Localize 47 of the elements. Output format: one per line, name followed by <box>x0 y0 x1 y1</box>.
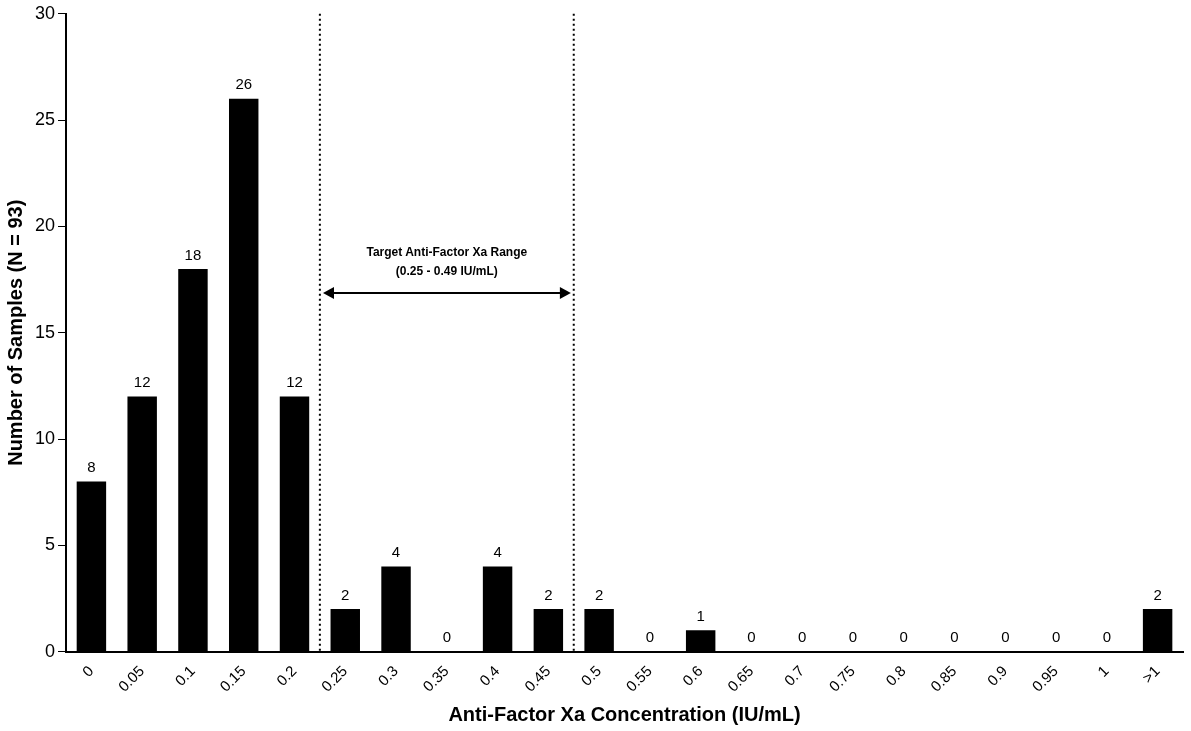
x-axis-title: Anti-Factor Xa Concentration (IU/mL) <box>448 702 801 725</box>
y-tick-label: 20 <box>34 215 56 236</box>
data-label: 26 <box>235 75 253 93</box>
data-label: 0 <box>1051 628 1061 646</box>
x-tick-label: 0.5 <box>577 662 605 689</box>
data-label: 0 <box>645 628 655 646</box>
data-label: 2 <box>1153 585 1162 603</box>
x-tick-label: 0.6 <box>678 662 706 689</box>
data-label: 0 <box>950 628 959 646</box>
data-label: 4 <box>493 543 502 561</box>
data-label: 0 <box>899 628 908 646</box>
y-tick-label: 0 <box>45 640 56 661</box>
y-axis-title: Number of Samples (N = 93) <box>3 199 26 466</box>
data-label: 0 <box>1001 628 1010 646</box>
data-label: 4 <box>391 543 401 561</box>
y-tick-label: 10 <box>34 427 56 448</box>
data-label: 1 <box>696 607 705 625</box>
y-tick-label: 15 <box>34 321 56 342</box>
x-tick-label: 0.25 <box>317 662 351 695</box>
x-tick-label: 0.3 <box>374 662 402 689</box>
data-label: 2 <box>594 585 604 603</box>
x-tick-label: 0.05 <box>114 662 148 695</box>
data-label: 0 <box>798 628 807 646</box>
data-label: 0 <box>747 628 756 646</box>
y-tick-label: 25 <box>34 109 56 130</box>
data-label: 2 <box>544 585 553 603</box>
x-tick-label: 0.4 <box>475 662 503 689</box>
x-tick-label: 1 <box>1093 662 1112 680</box>
data-label: 0 <box>1102 628 1112 646</box>
data-label: 8 <box>87 458 96 476</box>
data-label: 0 <box>848 628 858 646</box>
data-label: 12 <box>133 373 151 391</box>
x-tick-label: 0 <box>78 662 97 680</box>
data-label: 0 <box>442 628 451 646</box>
x-tick-label: 0.9 <box>983 662 1011 689</box>
x-tick-label: 0.7 <box>780 662 808 689</box>
x-tick-label: 0.8 <box>882 662 909 689</box>
data-label: 12 <box>286 373 303 391</box>
data-label: 2 <box>341 585 350 603</box>
x-tick-label: 0.2 <box>272 662 300 689</box>
annotation: Target Anti-Factor Xa Range <box>366 245 528 260</box>
data-label: 18 <box>184 245 202 263</box>
annotation: (0.25 - 0.49 IU/mL) <box>395 264 498 279</box>
y-tick-label: 30 <box>34 2 56 23</box>
y-tick-label: 5 <box>45 534 56 555</box>
x-tick-label: >1 <box>1138 662 1163 687</box>
x-tick-label: 0.1 <box>171 662 198 689</box>
